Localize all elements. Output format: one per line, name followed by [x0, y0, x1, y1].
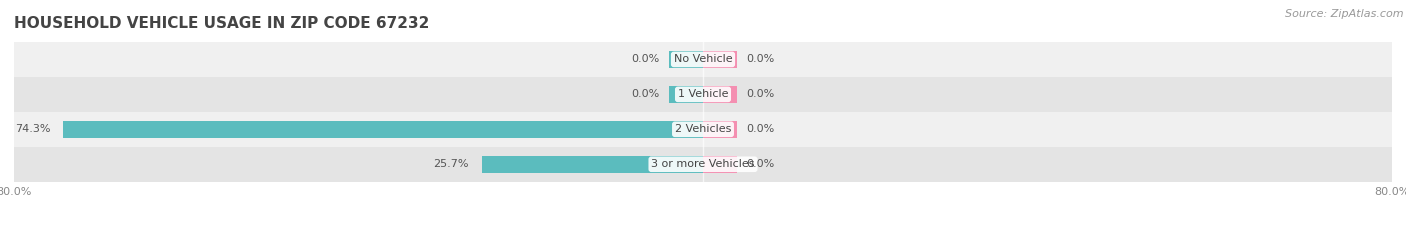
Bar: [14, 112, 1392, 147]
Bar: [669, 86, 703, 103]
Text: 3 or more Vehicles: 3 or more Vehicles: [651, 159, 755, 169]
Text: 0.0%: 0.0%: [631, 55, 659, 64]
Text: HOUSEHOLD VEHICLE USAGE IN ZIP CODE 67232: HOUSEHOLD VEHICLE USAGE IN ZIP CODE 6723…: [14, 16, 429, 31]
Text: 0.0%: 0.0%: [631, 89, 659, 99]
Text: 0.0%: 0.0%: [747, 124, 775, 134]
Bar: [703, 156, 738, 173]
Bar: [703, 121, 738, 138]
Bar: [482, 156, 703, 173]
Bar: [703, 51, 738, 68]
Text: 25.7%: 25.7%: [433, 159, 468, 169]
Bar: [703, 86, 738, 103]
Text: 0.0%: 0.0%: [747, 55, 775, 64]
Text: 0.0%: 0.0%: [747, 89, 775, 99]
Text: 1 Vehicle: 1 Vehicle: [678, 89, 728, 99]
Bar: [14, 42, 1392, 77]
Bar: [63, 121, 703, 138]
Text: No Vehicle: No Vehicle: [673, 55, 733, 64]
Bar: [14, 77, 1392, 112]
Text: 74.3%: 74.3%: [14, 124, 51, 134]
Bar: [14, 147, 1392, 182]
Text: Source: ZipAtlas.com: Source: ZipAtlas.com: [1285, 9, 1403, 19]
Bar: [669, 51, 703, 68]
Text: 2 Vehicles: 2 Vehicles: [675, 124, 731, 134]
Text: 0.0%: 0.0%: [747, 159, 775, 169]
